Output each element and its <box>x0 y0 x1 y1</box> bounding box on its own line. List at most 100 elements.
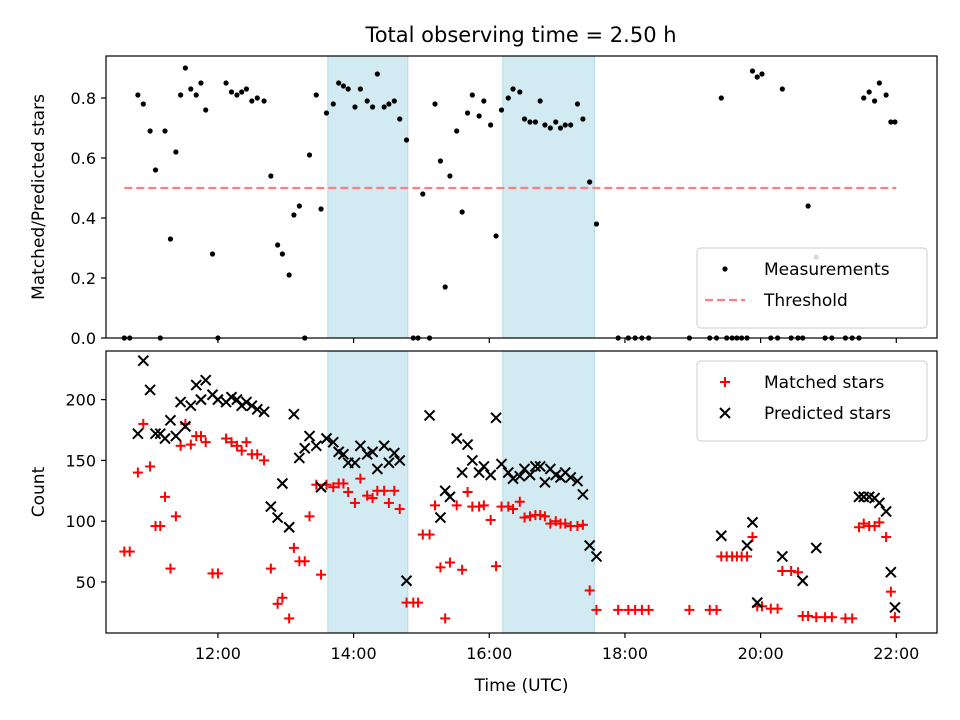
measurement-point <box>193 92 199 98</box>
predicted-stars-point <box>212 393 224 406</box>
matched-stars-point <box>560 518 571 529</box>
measurement-point <box>521 116 528 122</box>
measurement-point <box>147 128 153 134</box>
predicted-stars-point <box>539 476 551 488</box>
x-mark-b <box>137 355 150 367</box>
measurement-point <box>178 92 184 98</box>
x-mark-b <box>423 409 436 422</box>
measurement-point <box>459 209 465 215</box>
predicted-stars-point <box>170 430 182 442</box>
matched-stars-point <box>858 518 869 529</box>
y-tick-label: 0.6 <box>71 149 96 168</box>
predicted-stars-point <box>310 440 323 452</box>
matched-stars-point <box>413 597 424 608</box>
matched-stars-point <box>462 487 473 497</box>
bottom-panel-counts: 50 100 150 200 12:00 14:00 16:00 18:00 20:00 22:0… <box>29 350 938 696</box>
predicted-stars-point <box>200 374 212 386</box>
measurement-point <box>357 86 363 92</box>
measurement-point <box>318 206 324 212</box>
x-mark-b <box>258 406 270 418</box>
predicted-stars-point <box>349 457 361 469</box>
matched-stars-point <box>265 563 276 574</box>
predicted-stars-point <box>383 457 395 469</box>
predicted-stars-point <box>880 505 892 518</box>
predicted-stars-point <box>423 409 436 422</box>
x-mark-b <box>590 550 603 563</box>
measurement-point <box>527 119 533 125</box>
matched-stars-point <box>355 473 366 484</box>
matched-stars-point <box>777 566 788 577</box>
measurement-point <box>345 86 351 92</box>
x-tick-label: 18:00 <box>602 644 648 663</box>
x-mark-b <box>271 511 284 524</box>
x-mark-b <box>388 447 401 459</box>
x-tick-label: 20:00 <box>738 644 784 663</box>
predicted-stars-point <box>179 420 192 433</box>
predicted-stars-point <box>288 408 300 420</box>
measurement-point <box>420 191 426 197</box>
measurement-point <box>403 137 410 143</box>
measurement-point <box>505 95 511 101</box>
predicted-stars-point <box>388 447 401 459</box>
predicted-stars-point <box>746 516 759 529</box>
predicted-stars-point <box>251 403 263 416</box>
predicted-stars-point <box>276 477 289 490</box>
measurement-point <box>330 101 336 107</box>
predicted-stars-point <box>534 460 546 473</box>
x-mark-b <box>863 491 875 503</box>
matched-stars-point <box>252 449 263 460</box>
x-mark-b <box>885 566 897 578</box>
matched-stars-point <box>577 519 588 530</box>
x-mark-b <box>559 466 571 479</box>
matched-stars-point <box>155 521 166 532</box>
measurement-point <box>557 125 564 131</box>
measurement-point <box>173 149 179 155</box>
predicted-stars-point <box>320 432 333 445</box>
matched-stars-point <box>545 518 556 529</box>
matched-stars-point <box>175 440 186 451</box>
measurement-point <box>437 158 444 164</box>
predicted-stars-point <box>246 399 258 412</box>
measurement-point <box>364 98 370 104</box>
measurement-point <box>386 101 392 107</box>
measurement-point <box>537 98 543 104</box>
x-mark-b <box>174 396 187 408</box>
measurement-point <box>574 101 581 107</box>
predicted-stars-point <box>776 550 789 563</box>
matched-stars-point <box>200 437 211 448</box>
x-mark-b <box>741 539 753 552</box>
matched-stars-point <box>165 563 176 574</box>
x-mark-b <box>212 393 224 406</box>
x-mark-b <box>796 575 809 587</box>
measurement-point <box>261 98 267 104</box>
measurement-point <box>323 110 330 116</box>
predicted-stars-point <box>303 430 316 442</box>
matched-stars-point <box>435 562 446 573</box>
measurement-point <box>239 89 245 95</box>
x-mark-b <box>378 440 390 452</box>
predicted-stars-point <box>293 452 306 464</box>
predicted-stars-point <box>337 448 350 461</box>
matched-stars-point <box>349 497 360 508</box>
predicted-stars-point <box>258 406 270 418</box>
y-tick-label: 0.0 <box>71 329 96 348</box>
x-mark-b <box>251 403 263 416</box>
matched-stars-point <box>478 500 489 511</box>
measurement-point <box>188 86 194 92</box>
matched-stars-point <box>389 485 400 496</box>
x-mark-b <box>283 521 295 533</box>
measurement-point <box>493 233 499 239</box>
measurement-point <box>268 173 274 179</box>
measurement-point <box>568 122 574 128</box>
measurement-point <box>254 95 260 101</box>
x-mark-b <box>303 430 316 442</box>
measurement-point <box>374 71 380 77</box>
matched-stars-point <box>539 511 550 522</box>
x-mark-b <box>539 476 551 488</box>
y-axis-label: Count <box>29 466 49 517</box>
x-mark-b <box>889 601 901 614</box>
matched-stars-point <box>491 561 502 572</box>
x-mark-b <box>873 497 886 509</box>
measurement-point <box>718 95 724 101</box>
matched-stars-point <box>367 493 378 504</box>
